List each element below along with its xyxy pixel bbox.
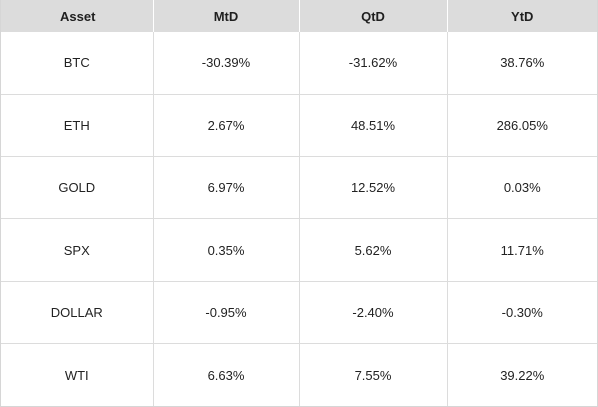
qtd-cell: 48.51% xyxy=(299,94,448,158)
ytd-cell: -0.30% xyxy=(447,281,597,345)
column-header-ytd[interactable]: YtD xyxy=(511,8,534,24)
ytd-cell: 286.05% xyxy=(447,94,597,158)
table-row: GOLD 6.97% 12.52% 0.03% xyxy=(1,156,597,220)
table-row: SPX 0.35% 5.62% 11.71% xyxy=(1,218,597,282)
table-row: WTI 6.63% 7.55% 39.22% xyxy=(1,343,597,406)
mtd-cell: 6.63% xyxy=(153,343,300,406)
qtd-cell: -2.40% xyxy=(299,281,448,345)
mtd-cell: 2.67% xyxy=(153,94,300,158)
column-header-asset[interactable]: Asset xyxy=(1,0,154,32)
mtd-cell: -0.95% xyxy=(153,281,300,345)
qtd-cell: 12.52% xyxy=(299,156,448,220)
mtd-cell: 0.35% xyxy=(153,218,300,282)
asset-cell: ETH xyxy=(1,94,154,158)
table-row: ETH 2.67% 48.51% 286.05% xyxy=(1,94,597,158)
mtd-cell: 6.97% xyxy=(153,156,300,220)
column-header-qtd[interactable]: QtD xyxy=(299,0,448,32)
asset-cell: BTC xyxy=(1,32,154,95)
asset-cell: GOLD xyxy=(1,156,154,220)
qtd-cell: -31.62% xyxy=(299,32,448,95)
table-row: DOLLAR -0.95% -2.40% -0.30% xyxy=(1,281,597,345)
asset-cell: WTI xyxy=(1,343,154,406)
asset-cell: DOLLAR xyxy=(1,281,154,345)
ytd-cell: 0.03% xyxy=(447,156,597,220)
mtd-cell: -30.39% xyxy=(153,32,300,95)
ytd-cell: 11.71% xyxy=(447,218,597,282)
ytd-cell: 38.76% xyxy=(447,32,597,95)
table-row: BTC -30.39% -31.62% 38.76% xyxy=(1,32,597,95)
qtd-cell: 5.62% xyxy=(299,218,448,282)
ytd-cell: 39.22% xyxy=(500,367,545,383)
qtd-cell: 7.55% xyxy=(299,343,448,406)
table-header-row: Asset MtD QtD YtD xyxy=(1,0,597,32)
asset-cell: SPX xyxy=(1,218,154,282)
column-header-mtd[interactable]: MtD xyxy=(153,0,300,32)
